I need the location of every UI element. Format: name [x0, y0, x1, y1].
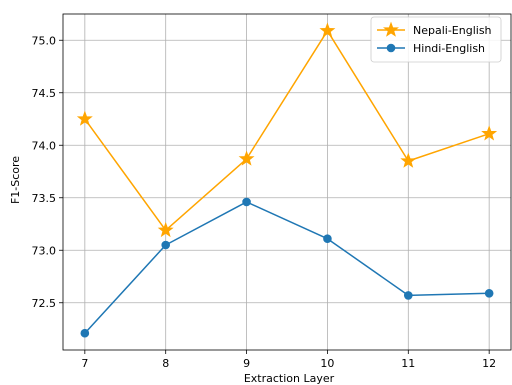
legend-marker: [383, 21, 399, 37]
series-layer: [76, 22, 498, 338]
series-nepali-english: [76, 22, 498, 238]
y-tick-label: 73.0: [32, 244, 57, 257]
grid-lines: [63, 14, 511, 350]
data-point-nepali-english: [157, 221, 174, 238]
x-tick-label: 9: [243, 357, 250, 370]
data-point-nepali-english: [76, 110, 93, 126]
series-hindi-english: [80, 197, 494, 338]
y-tick-label: 74.0: [32, 139, 57, 152]
legend-entry: Hindi-English: [377, 42, 485, 55]
legend: Nepali-English Hindi-English: [370, 16, 502, 63]
y-axis-label: F1-Score: [9, 156, 22, 204]
x-tick-label: 12: [482, 357, 496, 370]
y-tick-label: 74.5: [32, 87, 57, 100]
legend-box: [370, 16, 502, 63]
series-line-hindi-english: [84, 201, 490, 334]
data-point-hindi-english: [242, 197, 251, 207]
data-point-nepali-english: [319, 22, 336, 38]
data-point-hindi-english: [403, 291, 413, 300]
legend-entries: Nepali-English Hindi-English: [377, 21, 492, 55]
data-point-hindi-english: [323, 234, 332, 243]
y-tick-label: 73.5: [32, 192, 57, 205]
legend-marker: [386, 43, 396, 53]
data-point-hindi-english: [484, 288, 494, 298]
x-axis-label: Extraction Layer: [244, 372, 335, 385]
data-point-hindi-english: [80, 328, 90, 338]
y-tick-label: 75.0: [32, 34, 57, 47]
x-tick-label: 7: [81, 357, 88, 370]
legend-entry: Nepali-English: [377, 21, 492, 37]
series-line-nepali-english: [84, 30, 490, 232]
data-point-nepali-english: [238, 150, 255, 166]
y-tick-label: 72.5: [32, 297, 57, 310]
data-point-hindi-english: [161, 240, 171, 250]
x-tick-label: 8: [162, 357, 169, 370]
y-axis-ticks: 72.5 73.0 73.5 74.0 74.5 75.0: [32, 34, 63, 310]
legend-label: Nepali-English: [413, 24, 492, 37]
x-axis-ticks: 7 8 9 10 11 12: [81, 350, 496, 370]
data-point-nepali-english: [400, 152, 417, 168]
plot-frame: [62, 13, 512, 351]
x-tick-label: 10: [320, 357, 334, 370]
x-tick-label: 11: [401, 357, 415, 370]
legend-label: Hindi-English: [413, 42, 485, 55]
data-point-nepali-english: [481, 125, 498, 141]
